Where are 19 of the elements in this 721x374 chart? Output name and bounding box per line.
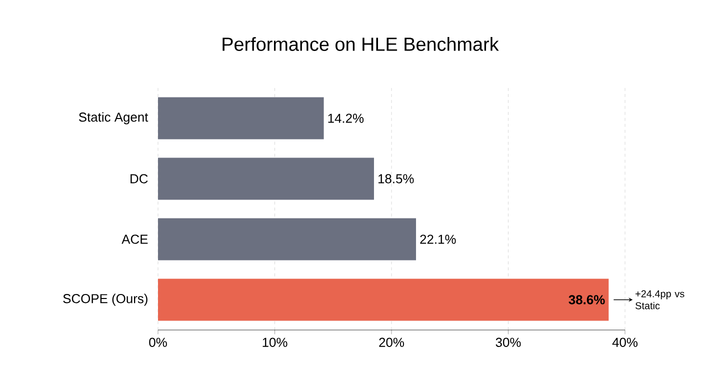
bar (158, 218, 416, 260)
data-label: 14.2% (328, 114, 364, 123)
data-label: 18.5% (378, 174, 414, 184)
x-tick-label: 30% (496, 338, 521, 347)
x-tick-label: 40% (612, 338, 638, 347)
x-tick-label: 20% (379, 338, 404, 347)
chart-title: Performance on HLE Benchmark (222, 37, 499, 51)
x-tick-label: 10% (262, 338, 288, 347)
x-tick-label: 0% (149, 338, 167, 347)
y-tick-label: SCOPE (Ours) (63, 294, 148, 306)
bar (158, 158, 374, 200)
bar (158, 97, 324, 140)
data-label: 38.6% (568, 295, 605, 304)
y-tick-label: DC (130, 174, 148, 184)
annotation: +24.4pp vs Static (636, 290, 684, 310)
bar (158, 278, 609, 321)
y-tick-label: ACE (122, 234, 148, 244)
y-tick-label: Static Agent (78, 112, 148, 124)
data-label: 22.1% (420, 234, 456, 244)
